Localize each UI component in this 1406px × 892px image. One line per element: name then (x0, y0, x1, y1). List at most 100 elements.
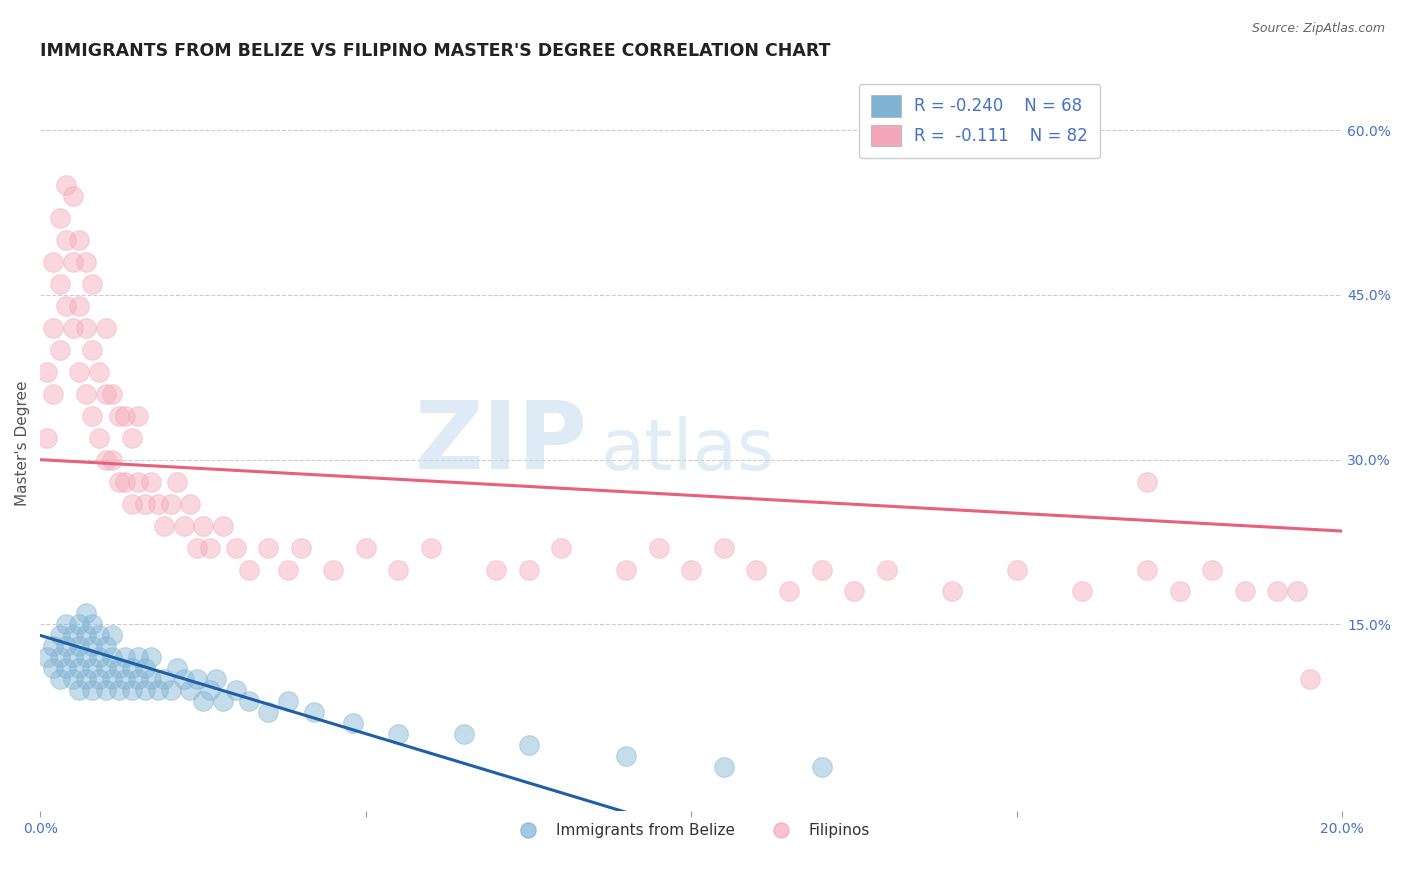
Point (713, 760, 735, 774)
Point (94, 640, 117, 654)
Point (211, 694, 233, 708)
Point (134, 661, 156, 675)
Point (941, 584, 963, 599)
Text: ZIP: ZIP (415, 397, 588, 489)
Point (69, 661, 91, 675)
Point (453, 727, 475, 741)
Point (191, 694, 214, 708)
Point (127, 673, 149, 687)
Point (1265, 584, 1288, 599)
Point (62, 255, 84, 269)
Point (107, 683, 129, 698)
Point (82, 277, 104, 291)
Point (191, 518, 214, 533)
Point (127, 409, 149, 423)
Point (75, 628, 97, 642)
Point (1168, 584, 1191, 599)
Point (114, 409, 136, 423)
Point (186, 541, 208, 555)
Point (101, 386, 124, 401)
Point (517, 739, 540, 753)
Point (94, 661, 117, 675)
Point (114, 650, 136, 665)
Point (62, 628, 84, 642)
Point (87, 628, 110, 642)
Point (614, 562, 637, 576)
Point (277, 694, 299, 708)
Point (614, 749, 637, 764)
Point (159, 497, 181, 511)
Point (82, 409, 104, 423)
Point (55, 640, 77, 654)
Point (35, 650, 58, 665)
Point (745, 562, 768, 576)
Point (1136, 562, 1159, 576)
Point (62, 650, 84, 665)
Point (173, 518, 195, 533)
Point (101, 628, 124, 642)
Point (55, 178, 77, 192)
Point (153, 518, 176, 533)
Point (257, 541, 280, 555)
Point (238, 562, 260, 576)
Point (550, 541, 572, 555)
Point (75, 386, 97, 401)
Point (1201, 562, 1223, 576)
Point (179, 497, 201, 511)
Point (114, 673, 136, 687)
Point (101, 650, 124, 665)
Point (42, 321, 65, 335)
Point (75, 607, 97, 621)
Point (69, 233, 91, 247)
Point (49, 628, 72, 642)
Point (121, 497, 143, 511)
Point (139, 475, 162, 489)
Point (648, 541, 671, 555)
Point (82, 617, 104, 632)
Point (62, 189, 84, 203)
Point (179, 683, 201, 698)
Point (139, 673, 162, 687)
Text: IMMIGRANTS FROM BELIZE VS FILIPINO MASTER'S DEGREE CORRELATION CHART: IMMIGRANTS FROM BELIZE VS FILIPINO MASTE… (41, 42, 831, 60)
Point (810, 562, 832, 576)
Point (342, 716, 364, 731)
Point (322, 562, 344, 576)
Point (127, 650, 149, 665)
Point (55, 299, 77, 313)
Point (778, 584, 800, 599)
Point (49, 211, 72, 225)
Point (75, 673, 97, 687)
Point (107, 475, 129, 489)
Point (277, 562, 299, 576)
Point (173, 673, 195, 687)
Point (49, 277, 72, 291)
Point (225, 541, 247, 555)
Point (42, 386, 65, 401)
Point (55, 233, 77, 247)
Legend: Immigrants from Belize, Filipinos: Immigrants from Belize, Filipinos (508, 817, 876, 844)
Point (55, 661, 77, 675)
Point (101, 673, 124, 687)
Point (1299, 673, 1322, 687)
Point (186, 673, 208, 687)
Point (69, 299, 91, 313)
Point (121, 683, 143, 698)
Point (139, 650, 162, 665)
Point (49, 343, 72, 357)
Point (75, 255, 97, 269)
Point (62, 321, 84, 335)
Point (1005, 562, 1028, 576)
Point (238, 694, 260, 708)
Point (387, 562, 409, 576)
Point (87, 431, 110, 445)
Point (166, 661, 188, 675)
Point (107, 661, 129, 675)
Point (1233, 584, 1256, 599)
Point (134, 497, 156, 511)
Point (127, 475, 149, 489)
Point (134, 683, 156, 698)
Point (87, 365, 110, 379)
Point (62, 673, 84, 687)
Point (94, 452, 117, 467)
Point (55, 617, 77, 632)
